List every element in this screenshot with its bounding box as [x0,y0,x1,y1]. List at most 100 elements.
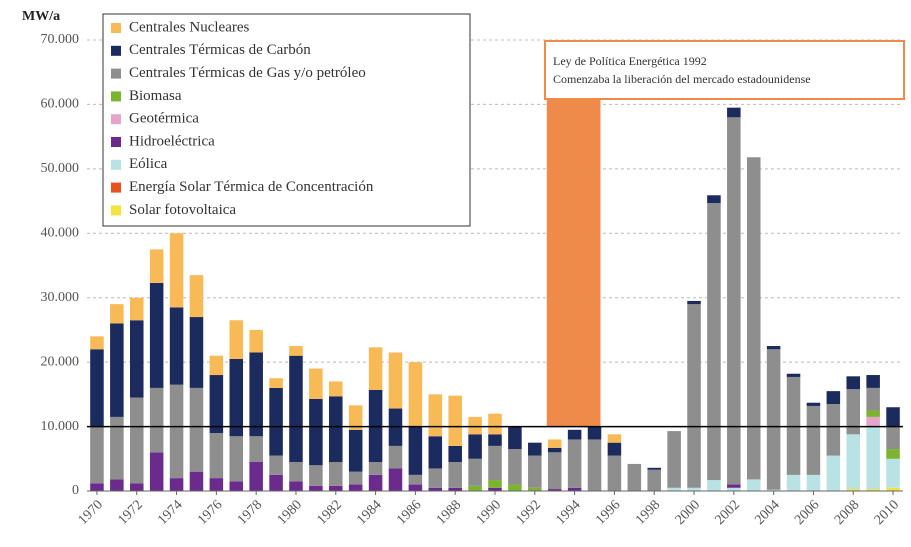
bar-segment [368,474,383,491]
bar-segment [448,395,462,446]
legend-label: Centrales Térmicas de Gas y/o petróleo [129,65,366,81]
bar-segment [329,462,343,486]
bar-segment [329,381,343,397]
bar-segment [149,282,164,388]
bar-segment [249,329,263,353]
x-tick-label: 1978 [235,497,265,527]
x-tick-label: 1970 [76,497,106,527]
bar-segment [388,352,403,409]
bar-segment [229,358,244,437]
bar-segment [707,195,721,204]
bar-segment [727,117,741,485]
bar-segment [448,445,462,463]
bar-segment [110,479,124,491]
bar-segment [448,487,462,491]
bar-segment [129,297,144,321]
bar-segment [846,389,861,435]
bar-segment [886,487,900,491]
bar-segment [488,434,502,446]
bar-segment [886,407,900,427]
x-tick-label: 1984 [354,497,384,527]
bar-segment [209,375,224,434]
bar-segment [229,436,244,482]
legend-label: Centrales Térmicas de Carbón [129,42,311,58]
x-tick-label: 1980 [275,497,305,527]
bar-segment [348,405,363,430]
bar-segment [826,391,841,405]
bar-segment [786,474,801,491]
bar-segment [348,429,363,472]
bar-segment [607,455,622,491]
bar-segment [528,455,542,488]
bar-segment [866,387,880,411]
bar-segment [249,462,263,491]
bar-segment [786,373,801,377]
bar-segment [209,478,224,491]
bar-segment [110,323,124,417]
bar-segment [269,474,283,491]
bar-segment [90,426,104,484]
bar-segment [727,107,741,118]
bar-segment [169,233,184,308]
bar-segment [667,487,681,491]
bar-segment [189,471,204,491]
bar-segment [428,394,443,437]
bar-segment [110,304,124,324]
bar-segment [309,485,323,491]
legend-swatch [111,114,121,125]
bar-segment [766,349,781,490]
x-tick-label: 2002 [713,497,743,527]
bar-segment [229,320,244,359]
y-tick-label: 40.000 [41,226,80,241]
bar-segment [707,203,721,481]
legend-swatch [111,91,121,102]
bar-segment [289,481,303,491]
bar-segment [428,487,443,491]
bar-segment [687,487,701,491]
bar-segment [667,431,681,488]
bar-segment [189,317,204,388]
bar-segment [169,478,184,491]
legend-swatch [111,45,121,56]
y-tick-label: 70.000 [41,32,80,47]
bar-segment [129,320,144,398]
bar-segment [229,481,244,491]
bar-segment [866,410,880,417]
bar-segment [488,445,502,481]
bar-segment [607,434,622,443]
bar-segment [528,442,542,456]
legend-label: Solar fotovoltaica [129,202,236,218]
x-tick-label: 1992 [514,497,544,527]
bar-segment [528,487,542,491]
y-tick-label: 20.000 [41,354,80,369]
x-tick-label: 1974 [155,497,185,527]
bar-segment [508,449,522,485]
bar-segment [687,304,701,488]
x-tick-label: 1996 [593,497,623,527]
bar-segment [129,483,144,491]
bar-segment [209,433,224,479]
bar-segment [209,355,224,376]
bar-segment [846,489,861,491]
bar-segment [806,405,821,475]
legend-swatch [111,205,121,216]
x-tick-label: 1998 [633,497,663,527]
legend-swatch [111,159,121,170]
bar-segment [169,307,184,385]
bar-segment [826,455,841,491]
bar-segment [766,346,781,350]
bar-segment [408,362,423,427]
legend-swatch [111,137,121,147]
bar-segment [309,465,323,486]
bar-segment [388,468,403,491]
shaded-region [546,100,601,427]
bar-segment [727,484,741,488]
bar-segment [309,368,323,399]
bar-segment [289,346,303,356]
bar-segment [428,436,443,469]
bar-segment [587,439,602,491]
x-tick-label: 1972 [115,497,145,527]
bar-segment [826,404,841,456]
bar-segment [866,416,880,427]
